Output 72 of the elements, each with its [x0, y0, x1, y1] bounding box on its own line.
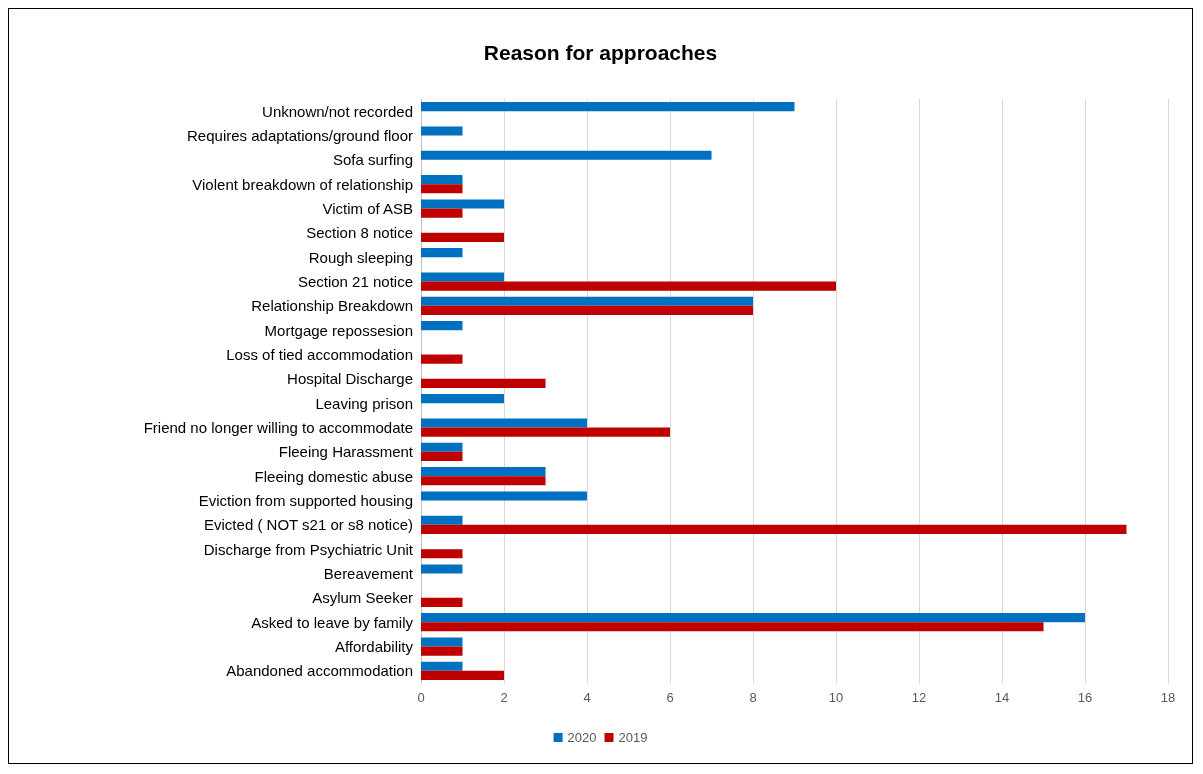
y-tick-label: Asked to leave by family [251, 613, 414, 631]
bar [421, 670, 504, 680]
bar [421, 661, 463, 671]
x-tick-label: 8 [749, 690, 757, 705]
y-tick-label: Violent breakdown of relationship [192, 175, 413, 193]
y-tick-label: Victim of ASB [322, 200, 413, 217]
bar [421, 427, 670, 437]
bar [421, 491, 587, 501]
y-tick-label: Fleeing Harassment [278, 443, 414, 461]
y-tick-label: Abandoned accommodation [226, 662, 413, 680]
bar [421, 646, 463, 656]
y-tick-label: Sofa surfing [332, 151, 413, 169]
y-tick-label: Fleeing domestic abuse [254, 467, 413, 485]
y-tick-label: Relationship Breakdown [251, 297, 413, 315]
bar [421, 305, 753, 315]
y-tick-label: Section 21 notice [297, 273, 413, 290]
y-tick-label: Section 8 notice [306, 224, 413, 242]
x-tick-label: 16 [1077, 690, 1093, 705]
y-tick-label: Requires adaptations/ground floor [187, 127, 413, 144]
bar [421, 296, 753, 306]
y-tick-label: Hospital Discharge [287, 370, 413, 388]
x-tick-label: 2 [500, 690, 508, 705]
y-tick-label: Loss of tied accommodation [226, 346, 413, 363]
x-tick-label: 12 [911, 690, 927, 705]
bar [421, 248, 463, 258]
bar [421, 354, 463, 364]
y-tick-label: Evicted ( NOT s21 or s8 notice) [204, 516, 413, 534]
bar [421, 476, 546, 486]
bar [421, 321, 463, 331]
bar [421, 232, 504, 242]
bar [421, 524, 1127, 534]
x-tick-label: 0 [417, 690, 425, 705]
x-tick-label: 10 [828, 690, 844, 705]
bar [421, 394, 504, 404]
bar [421, 637, 463, 647]
bar [421, 442, 463, 452]
x-tick-label: 14 [994, 690, 1010, 705]
y-tick-label: Mortgage repossesion [264, 321, 413, 339]
y-tick-label: Eviction from supported housing [198, 492, 413, 509]
y-tick-label: Asylum Seeker [312, 589, 413, 607]
y-tick-label: Friend no longer willing to accommodate [143, 419, 413, 436]
chart-title: Reason for approaches [483, 41, 718, 64]
y-tick-label: Unknown/not recorded [262, 102, 413, 120]
bar [421, 150, 712, 160]
bar [421, 418, 587, 428]
bar [421, 272, 504, 282]
legend-label: 2020 [567, 730, 597, 745]
bar [421, 564, 463, 574]
bar [421, 281, 836, 291]
bar [421, 126, 463, 136]
bar [421, 515, 463, 525]
legend-label: 2019 [618, 730, 648, 745]
bar [421, 451, 463, 461]
bar [421, 102, 795, 112]
bar [421, 549, 463, 559]
bar [421, 175, 463, 185]
bar [421, 622, 1044, 632]
y-tick-label: Affordability [334, 638, 414, 655]
x-tick-label: 6 [666, 690, 674, 705]
x-tick-label: 4 [583, 690, 591, 705]
bar [421, 208, 463, 218]
bar [421, 199, 504, 209]
y-tick-label: Leaving prison [315, 394, 413, 412]
y-tick-label: Bereavement [323, 565, 414, 582]
bar [421, 378, 546, 388]
bar [421, 467, 546, 477]
bar [421, 613, 1085, 623]
y-tick-label: Discharge from Psychiatric Unit [203, 540, 414, 558]
bar [421, 184, 463, 194]
x-tick-label: 18 [1160, 690, 1176, 705]
bar [421, 597, 463, 607]
y-tick-label: Rough sleeping [308, 248, 413, 266]
